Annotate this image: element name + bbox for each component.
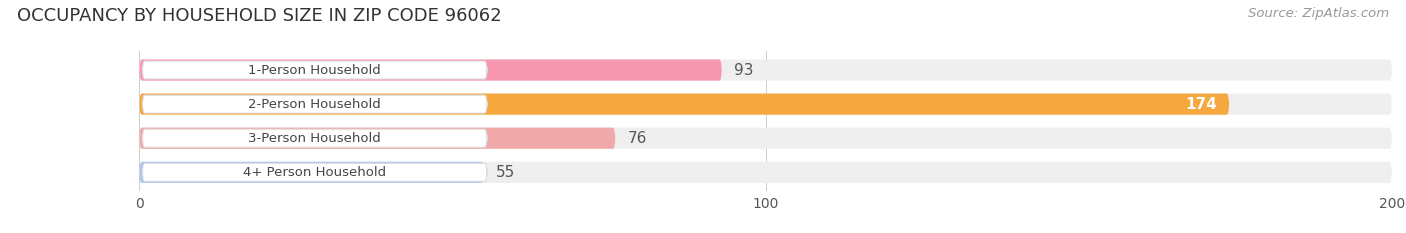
- Text: 3-Person Household: 3-Person Household: [249, 132, 381, 145]
- Text: 4+ Person Household: 4+ Person Household: [243, 166, 387, 179]
- Text: 93: 93: [734, 62, 754, 78]
- FancyBboxPatch shape: [139, 128, 616, 149]
- FancyBboxPatch shape: [142, 95, 486, 113]
- Text: 1-Person Household: 1-Person Household: [249, 64, 381, 76]
- FancyBboxPatch shape: [142, 163, 486, 181]
- Text: Source: ZipAtlas.com: Source: ZipAtlas.com: [1249, 7, 1389, 20]
- FancyBboxPatch shape: [139, 93, 1392, 115]
- FancyBboxPatch shape: [139, 59, 1392, 81]
- FancyBboxPatch shape: [139, 59, 721, 81]
- Text: 174: 174: [1185, 97, 1216, 112]
- FancyBboxPatch shape: [139, 128, 1392, 149]
- Text: 76: 76: [628, 131, 647, 146]
- FancyBboxPatch shape: [139, 162, 484, 183]
- Text: 55: 55: [496, 165, 516, 180]
- FancyBboxPatch shape: [142, 129, 486, 147]
- FancyBboxPatch shape: [139, 162, 1392, 183]
- Text: 2-Person Household: 2-Person Household: [249, 98, 381, 111]
- FancyBboxPatch shape: [139, 93, 1229, 115]
- FancyBboxPatch shape: [142, 61, 486, 79]
- Text: OCCUPANCY BY HOUSEHOLD SIZE IN ZIP CODE 96062: OCCUPANCY BY HOUSEHOLD SIZE IN ZIP CODE …: [17, 7, 502, 25]
